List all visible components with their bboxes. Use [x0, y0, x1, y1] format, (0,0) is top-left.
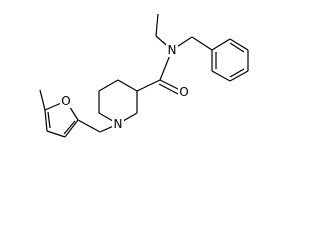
bond [158, 83, 181, 96]
page: O N O N (() => { const data = JSON.parse… [39, 13, 249, 138]
atom-label: N [168, 43, 177, 57]
label-mask [178, 85, 190, 99]
label-mask [166, 43, 178, 57]
structure-diagram: O N O N [39, 13, 249, 138]
bond [229, 70, 249, 82]
bond [98, 79, 119, 92]
bond [229, 38, 249, 51]
bond [211, 70, 231, 82]
bond [211, 38, 231, 51]
bond [64, 119, 79, 138]
atom-label: O [61, 94, 70, 108]
atom-labels: O N O N [60, 43, 190, 131]
bond [77, 119, 101, 133]
bond [155, 13, 159, 37]
bond [136, 79, 161, 92]
bond [39, 89, 46, 111]
bond [44, 109, 48, 132]
bond [229, 42, 245, 53]
bond [191, 36, 213, 51]
label-mask [60, 94, 72, 108]
bond [117, 79, 138, 92]
bond [46, 130, 66, 138]
bond [229, 68, 245, 78]
bond [63, 120, 76, 135]
bonds [39, 13, 249, 138]
bond [47, 111, 51, 129]
atom-label: N [114, 117, 123, 131]
label-mask [112, 117, 124, 131]
atom-label: O [179, 85, 188, 99]
